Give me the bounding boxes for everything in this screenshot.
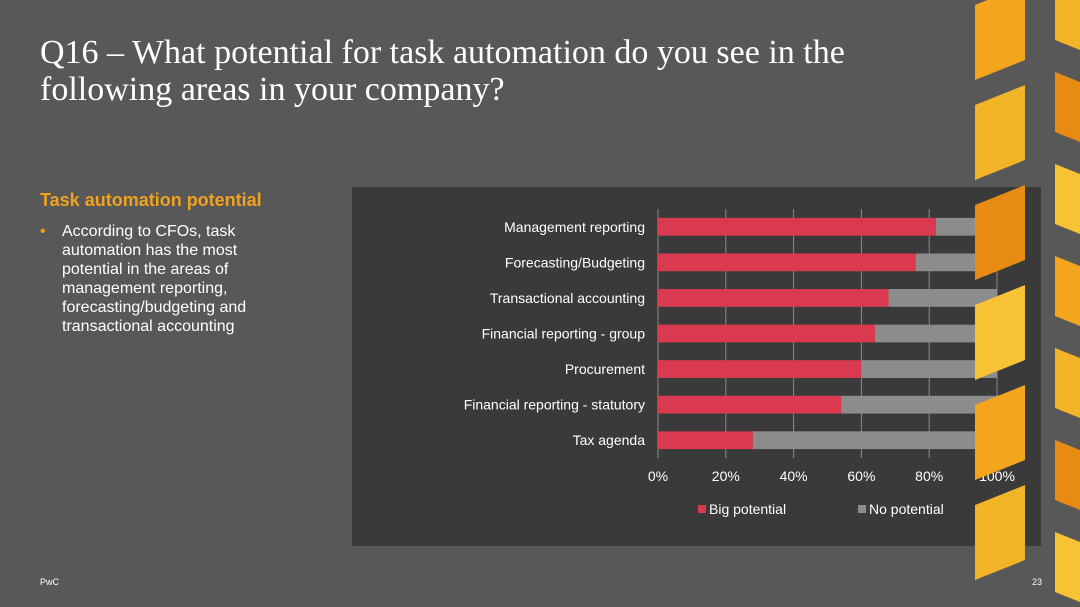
x-tick-label: 60%: [847, 468, 875, 484]
bar-big-potential: [658, 431, 753, 450]
bullet-list: • According to CFOs, task automation has…: [40, 222, 300, 336]
category-label: Financial reporting - group: [482, 326, 646, 342]
x-tick-label: 80%: [915, 468, 943, 484]
decorative-chevron-strip: [975, 0, 1080, 602]
bar-no-potential: [874, 324, 997, 343]
bullet-text: According to CFOs, task automation has t…: [62, 223, 247, 335]
decorative-chevron-shape: [1055, 348, 1080, 418]
category-label: Financial reporting - statutory: [464, 397, 645, 413]
bar-big-potential: [658, 395, 842, 414]
x-tick-label: 0%: [648, 468, 668, 484]
decorative-chevron-shape: [975, 285, 1025, 380]
category-label: Forecasting/Budgeting: [505, 254, 645, 270]
decorative-chevron-shape: [975, 485, 1025, 580]
bar-big-potential: [658, 217, 936, 236]
decorative-chevron-shape: [975, 85, 1025, 180]
legend-label: No potential: [869, 501, 944, 517]
bar-big-potential: [658, 324, 875, 343]
x-tick-label: 20%: [712, 468, 740, 484]
decorative-chevron-shape: [1055, 164, 1080, 234]
legend-label: Big potential: [709, 501, 786, 517]
bar-big-potential: [658, 360, 862, 378]
bar-big-potential: [658, 253, 916, 272]
decorative-chevron-shape: [1055, 72, 1080, 142]
page-number: 23: [1031, 577, 1042, 587]
stacked-bar-chart: Management reporting Forecasting/Budgetin…: [464, 209, 1015, 517]
category-label: Tax agenda: [573, 432, 646, 448]
legend-swatch: [698, 505, 706, 513]
legend-swatch: [858, 505, 866, 513]
bullet-icon: •: [40, 223, 46, 240]
decorative-chevron-shape: [975, 0, 1025, 80]
category-label: Management reporting: [504, 219, 645, 235]
decorative-chevron-shape: [1055, 532, 1080, 602]
bullet-item: • According to CFOs, task automation has…: [40, 222, 300, 336]
chart-panel: Management reporting Forecasting/Budgetin…: [352, 187, 1041, 546]
decorative-chevron-shape: [1055, 0, 1080, 50]
bar-no-potential: [752, 431, 997, 450]
decorative-chevron-shape: [1055, 256, 1080, 326]
category-label: Transactional accounting: [490, 290, 645, 306]
bar-no-potential: [841, 395, 997, 414]
bar-big-potential: [658, 289, 889, 307]
slide-title: Q16 – What potential for task automation…: [40, 34, 845, 108]
x-tick-label: 40%: [780, 468, 808, 484]
decorative-chevron-shape: [1055, 440, 1080, 510]
bar-no-potential: [861, 360, 997, 378]
decorative-chevron-shape: [975, 185, 1025, 280]
section-heading: Task automation potential: [40, 190, 262, 210]
decorative-chevron-shape: [975, 385, 1025, 480]
category-label: Procurement: [565, 361, 645, 377]
footer-brand: PwC: [40, 577, 60, 587]
bar-no-potential: [888, 289, 997, 307]
